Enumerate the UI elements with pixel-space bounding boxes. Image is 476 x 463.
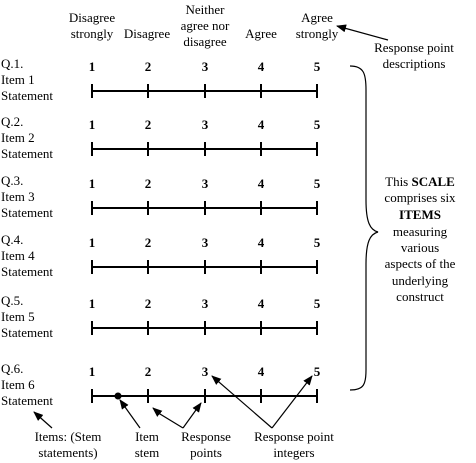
response-point-integer: 1 bbox=[89, 117, 96, 132]
response-point-integer: 4 bbox=[258, 117, 265, 132]
response-point-integer: 4 bbox=[258, 364, 265, 379]
scale-note-line-1: This SCALE bbox=[385, 174, 455, 189]
response-points-label-line-2: points bbox=[190, 445, 222, 460]
scale-note-line-5: aspects of the bbox=[385, 256, 456, 271]
items-label-line-1: Items: (Stem bbox=[35, 429, 102, 444]
bottom-annotations: Items: (Stem statements) Item stem Respo… bbox=[33, 375, 334, 460]
item-item-label: Item 2 bbox=[1, 130, 35, 145]
integers-arrow-2 bbox=[271, 375, 313, 429]
response-point-integer: 1 bbox=[89, 364, 96, 379]
response-points-arrow-2 bbox=[182, 402, 202, 429]
response-point-integer: 5 bbox=[314, 296, 321, 311]
item-q-label: Q.5. bbox=[1, 293, 23, 308]
response-point-integer: 3 bbox=[202, 296, 209, 311]
response-point-integer: 2 bbox=[145, 176, 152, 191]
item-stmt-label: Statement bbox=[1, 393, 53, 408]
item-stem-arrow bbox=[119, 399, 141, 429]
item-item-label: Item 3 bbox=[1, 189, 35, 204]
scale-note-line-3: measuring bbox=[393, 224, 448, 239]
response-point-integer: 5 bbox=[314, 176, 321, 191]
desc-4-line-1: Agree bbox=[245, 26, 277, 41]
response-point-integer: 2 bbox=[145, 364, 152, 379]
response-point-integer: 2 bbox=[145, 117, 152, 132]
desc-1-line-2: strongly bbox=[71, 26, 114, 41]
response-point-integer: 4 bbox=[258, 59, 265, 74]
item-item-label: Item 1 bbox=[1, 72, 35, 87]
item-stmt-label: Statement bbox=[1, 146, 53, 161]
scale-description: This SCALE comprises six ITEMS measuring… bbox=[384, 174, 456, 304]
response-points-arrow-1 bbox=[152, 407, 184, 429]
desc-3-line-1: Neither bbox=[186, 2, 226, 17]
scale-brace bbox=[349, 65, 379, 391]
desc-2-line-1: Disagree bbox=[124, 26, 170, 41]
response-point-integer: 4 bbox=[258, 296, 265, 311]
item-q-label: Q.2. bbox=[1, 114, 23, 129]
item-stmt-label: Statement bbox=[1, 325, 53, 340]
scale-note-line-7: construct bbox=[396, 289, 444, 304]
response-point-integer: 5 bbox=[314, 59, 321, 74]
integers-label-line-1: Response point bbox=[254, 429, 334, 444]
response-point-integer: 5 bbox=[314, 117, 321, 132]
response-point-integer: 2 bbox=[145, 59, 152, 74]
scale-note-line-2: comprises six bbox=[384, 190, 456, 205]
response-point-integer: 2 bbox=[145, 235, 152, 250]
desc-5-line-2: strongly bbox=[296, 26, 339, 41]
scale-note-line-4: various bbox=[401, 240, 439, 255]
response-point-integer: 3 bbox=[202, 235, 209, 250]
item-q-label: Q.4. bbox=[1, 232, 23, 247]
item-q-label: Q.6. bbox=[1, 361, 23, 376]
items-arrow bbox=[33, 411, 53, 429]
response-point-integer: 3 bbox=[202, 176, 209, 191]
response-point-integer: 3 bbox=[202, 364, 209, 379]
integers-label-line-2: integers bbox=[273, 445, 314, 460]
response-point-integer: 1 bbox=[89, 235, 96, 250]
integers-arrow-1 bbox=[211, 375, 273, 429]
item-stmt-label: Statement bbox=[1, 205, 53, 220]
desc-5-line-1: Agree bbox=[301, 10, 333, 25]
desc-note-arrow bbox=[336, 24, 389, 41]
item-item-label: Item 5 bbox=[1, 309, 35, 324]
response-points-label-line-1: Response bbox=[181, 429, 231, 444]
items-label-line-2: statements) bbox=[38, 445, 97, 460]
scale-note-items: ITEMS bbox=[399, 207, 441, 222]
item-q-label: Q.3. bbox=[1, 173, 23, 188]
desc-note-line-2: descriptions bbox=[383, 56, 446, 71]
response-point-integer: 5 bbox=[314, 235, 321, 250]
item-item-label: Item 4 bbox=[1, 248, 35, 263]
desc-3-line-2: agree nor bbox=[181, 18, 230, 33]
response-point-integer: 4 bbox=[258, 176, 265, 191]
response-point-integer: 3 bbox=[202, 117, 209, 132]
item-item-label: Item 6 bbox=[1, 377, 35, 392]
response-point-integer: 1 bbox=[89, 59, 96, 74]
response-point-integer: 2 bbox=[145, 296, 152, 311]
desc-note-line-1: Response point bbox=[374, 40, 454, 55]
item-stem-dot bbox=[114, 392, 122, 400]
desc-1-line-1: Disagree bbox=[69, 10, 115, 25]
response-descriptions: Disagree strongly Disagree Neither agree… bbox=[69, 2, 339, 49]
item-stem-label-line-2: stem bbox=[135, 445, 160, 460]
item-stem-label-line-1: Item bbox=[135, 429, 159, 444]
desc-3-line-3: disagree bbox=[183, 34, 227, 49]
response-point-integer: 4 bbox=[258, 235, 265, 250]
item-stmt-label: Statement bbox=[1, 264, 53, 279]
response-point-integer: 5 bbox=[314, 364, 321, 379]
scale-note-line-6: underlying bbox=[392, 273, 449, 288]
response-point-integer: 1 bbox=[89, 296, 96, 311]
item-stmt-label: Statement bbox=[1, 88, 53, 103]
response-point-integer: 1 bbox=[89, 176, 96, 191]
response-point-integer: 3 bbox=[202, 59, 209, 74]
item-q-label: Q.1. bbox=[1, 56, 23, 71]
